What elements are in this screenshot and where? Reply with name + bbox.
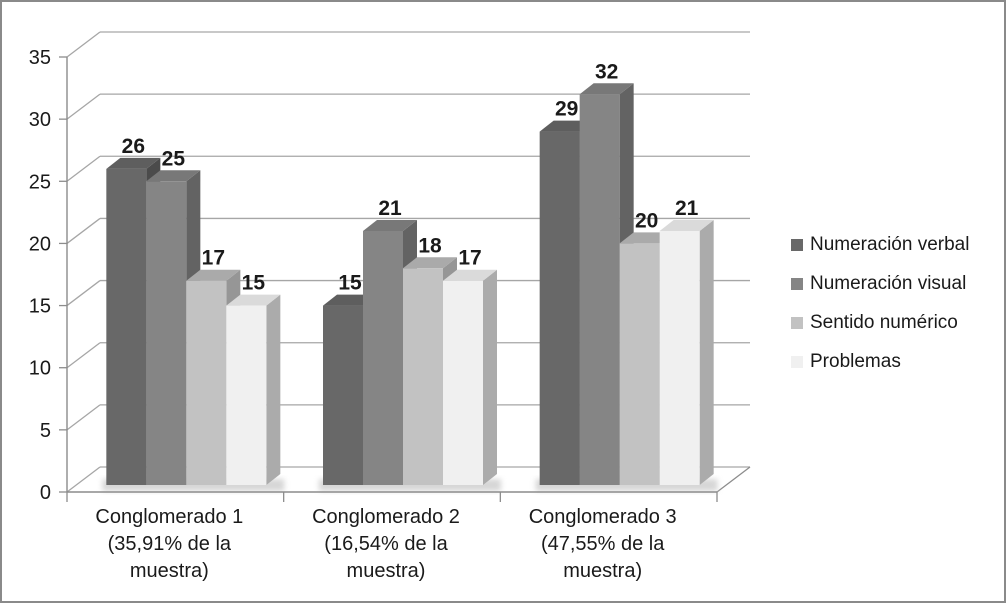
legend-item: Numeración verbal	[791, 232, 969, 257]
legend-swatch	[791, 238, 803, 251]
bar-value-label: 20	[635, 209, 658, 232]
floor-right-edge	[716, 466, 751, 493]
bar-front-face	[323, 305, 363, 485]
bar-front-face	[443, 280, 483, 485]
bar-value-label: 21	[378, 197, 402, 220]
bar-top-face	[106, 157, 161, 169]
gridline-depth	[66, 217, 101, 244]
chart-legend: Numeración verbal Numeración visual Sentid…	[791, 232, 969, 374]
bar-side-face	[483, 269, 497, 485]
bar-value-label: 15	[338, 272, 362, 295]
bar-front-face	[106, 168, 147, 485]
bar-top-face	[226, 294, 281, 306]
gridline-depth	[66, 93, 101, 120]
bar-top-face	[579, 83, 634, 95]
legend-label: Problemas	[810, 350, 901, 372]
bar-top-face	[186, 269, 241, 281]
legend-item: Problemas	[791, 349, 969, 374]
bar	[443, 269, 497, 485]
bar-group: 15 21 18 17	[323, 197, 497, 485]
bar-front-face	[186, 280, 227, 485]
bar-front-face	[226, 305, 267, 485]
bar-top-face	[146, 170, 201, 182]
y-axis-tick-label: 25	[29, 171, 51, 193]
bar-top-face	[363, 220, 417, 231]
legend-swatch	[791, 355, 803, 368]
y-axis-tick-label: 5	[40, 420, 51, 442]
y-axis-tick-label: 10	[29, 358, 51, 380]
bar-front-face	[146, 181, 187, 486]
x-axis-category-label: Conglomerado 1 (35,91% de la muestra)	[95, 506, 243, 582]
gridline-depth	[66, 31, 101, 58]
gridline-depth	[66, 342, 101, 369]
bar-group: 29 32 20 21	[539, 60, 714, 486]
legend-label: Numeración visual	[810, 272, 967, 294]
gridline-depth	[66, 404, 101, 431]
gridline-depth	[66, 280, 101, 307]
bar-value-label: 18	[418, 234, 442, 257]
bar	[226, 294, 281, 485]
bar-front-face	[403, 268, 443, 485]
y-axis-tick-label: 15	[29, 296, 51, 318]
bar-value-label: 17	[202, 247, 225, 270]
bar-top-face	[659, 220, 714, 231]
bar-side-face	[266, 294, 281, 485]
y-axis-tick-label: 30	[29, 109, 51, 131]
bar-top-face	[403, 257, 457, 269]
bar-front-face	[539, 131, 580, 486]
x-axis-category-label: Conglomerado 2 (16,54% de la muestra)	[312, 506, 460, 582]
y-axis-tick-label: 0	[40, 482, 51, 504]
gridline-depth	[66, 466, 101, 493]
bar	[659, 220, 714, 485]
bar-front-face	[363, 231, 403, 485]
bar-side-face	[699, 220, 714, 485]
y-axis-tick-label: 35	[29, 47, 51, 69]
bar-value-label: 25	[162, 147, 186, 170]
bar-value-label: 17	[458, 247, 481, 270]
bar-value-label: 32	[595, 60, 618, 83]
legend-swatch	[791, 277, 803, 290]
legend-item: Numeración visual	[791, 271, 969, 296]
x-axis-category-label: Conglomerado 3 (47,55% de la muestra)	[529, 506, 677, 582]
legend-swatch	[791, 316, 803, 329]
bar-value-label: 26	[122, 135, 145, 158]
bar-front-face	[579, 94, 620, 486]
legend-label: Numeración verbal	[810, 233, 970, 255]
axes	[66, 57, 718, 502]
gridline-depth	[66, 155, 101, 182]
legend-item: Sentido numérico	[791, 310, 969, 335]
bar-value-label: 29	[555, 98, 578, 121]
legend-label: Sentido numérico	[810, 311, 958, 333]
bar-front-face	[659, 231, 700, 485]
y-axis-tick-label: 20	[29, 233, 51, 255]
bar-group: 26 25 17 15	[106, 135, 281, 486]
bar-value-label: 21	[675, 197, 699, 220]
bar-front-face	[619, 243, 660, 485]
bar-value-label: 15	[242, 272, 266, 295]
bar-top-face	[443, 269, 497, 281]
